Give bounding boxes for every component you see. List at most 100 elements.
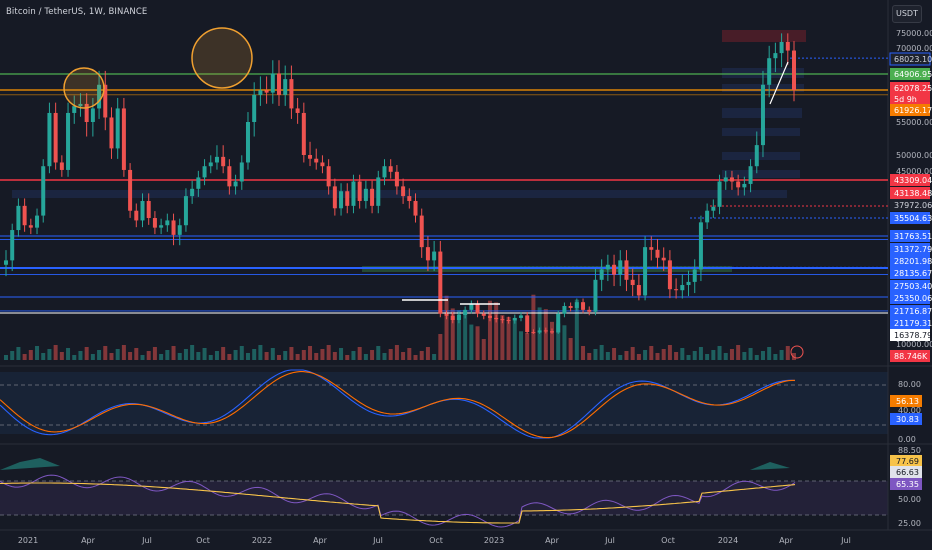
price-tag-label: 28135.67 — [894, 269, 932, 278]
volume-bar — [159, 354, 164, 360]
candle-body — [53, 112, 58, 163]
price-tick-label: 55000.00 — [896, 118, 932, 127]
candle-body — [401, 186, 406, 197]
price-tag-box — [890, 230, 930, 242]
time-tick-label: Oct — [661, 536, 675, 545]
candle-body — [692, 269, 697, 282]
trend-line — [769, 61, 789, 105]
volume-bar — [444, 295, 449, 360]
candle-body — [84, 103, 89, 122]
volume-bar — [270, 348, 275, 360]
candle-body — [481, 313, 486, 316]
volume-bar — [128, 352, 133, 360]
volume-bar — [562, 325, 567, 360]
volume-bar — [90, 354, 95, 360]
price-axis[interactable]: 75000.00 70000.00 55000.00 50000.00 45000.00… — [889, 29, 932, 528]
volume-bar — [4, 355, 8, 360]
volume-bar — [252, 349, 257, 360]
price-tag-label: 21179.31 — [894, 319, 932, 328]
volume-bar — [401, 352, 406, 360]
candle-body — [90, 108, 95, 122]
symbol-title[interactable]: Bitcoin / TetherUS, 1W, BINANCE — [6, 7, 148, 17]
candle-body — [233, 181, 238, 187]
volume-bar — [301, 350, 306, 360]
price-tag-box — [890, 174, 930, 186]
price-tick-label: 70000.00 — [896, 44, 932, 53]
candle-body — [512, 317, 517, 321]
candle-body — [686, 281, 691, 286]
candle-body — [363, 188, 368, 201]
candle-body — [537, 330, 542, 333]
stoch-k-line — [0, 369, 796, 439]
candle-body — [196, 177, 201, 189]
candle-body — [4, 260, 8, 265]
volume-bar — [326, 345, 331, 360]
candle-body — [494, 317, 499, 320]
zone-box — [722, 152, 800, 160]
candle-body — [10, 230, 15, 261]
volume-bar — [587, 353, 592, 360]
volume-bar — [171, 346, 176, 360]
volume-bar — [686, 355, 691, 360]
candle-body — [742, 183, 747, 188]
price-tag-label: 16378.79 — [894, 331, 932, 340]
candlestick-series[interactable] — [4, 33, 796, 334]
volume-bar — [388, 349, 393, 360]
price-tag-label: 64906.95 — [894, 70, 932, 79]
candle-body — [370, 188, 375, 206]
stoch-tag-box — [890, 395, 922, 407]
volume-bar — [233, 350, 238, 360]
candle-body — [562, 306, 567, 314]
volume-bar — [792, 353, 796, 360]
volume-bar — [667, 345, 672, 360]
volume-bar — [456, 310, 461, 360]
candle-body — [661, 257, 666, 261]
candle-body — [320, 162, 325, 167]
volume-bar — [357, 347, 362, 360]
candle-body — [239, 162, 244, 182]
stoch-tag-label: 30.83 — [896, 415, 919, 424]
volume-bar — [711, 350, 716, 360]
volume-bar — [320, 349, 325, 360]
volume-bar — [351, 351, 356, 360]
candle-body — [649, 247, 654, 250]
candle-body — [289, 79, 294, 109]
candle-body — [624, 260, 629, 280]
rsi-overbought-fill — [0, 458, 60, 470]
price-tick-label: 75000.00 — [896, 29, 932, 38]
time-tick-label: Apr — [779, 536, 794, 545]
volume-bar — [630, 347, 635, 360]
candle-body — [419, 215, 424, 248]
candle-body — [121, 108, 126, 170]
candle-body — [283, 79, 288, 95]
stochastic-indicator[interactable] — [0, 369, 888, 439]
price-tag-box — [890, 243, 930, 255]
volume-bar — [779, 350, 784, 360]
volume-bar — [258, 345, 263, 360]
volume-bar — [680, 348, 685, 360]
volume-bar — [314, 353, 319, 360]
candle-body — [556, 313, 561, 333]
candle-body — [413, 200, 418, 216]
candle-body — [456, 314, 461, 320]
time-tick-label: Jul — [141, 536, 152, 545]
volume-bar — [698, 347, 703, 360]
candle-body — [252, 94, 257, 122]
rsi-indicator[interactable] — [0, 458, 888, 528]
volume-bar — [773, 354, 778, 360]
time-axis[interactable]: 2021 Apr Jul Oct 2022 Apr Jul Oct 2023 Apr Jul Oct 2… — [18, 536, 851, 545]
volume-bar — [692, 351, 697, 360]
volume-bar — [742, 352, 747, 360]
candle-body — [66, 112, 71, 170]
candle-body — [450, 315, 455, 320]
volume-bar — [177, 353, 182, 360]
volume-bar — [550, 321, 555, 360]
candle-body — [351, 181, 356, 206]
price-tag-label: 28201.98 — [894, 257, 932, 266]
candle-body — [773, 53, 778, 59]
currency-button[interactable]: USDT — [892, 5, 922, 23]
volume-bar — [432, 354, 437, 360]
candle-body — [146, 200, 151, 219]
volume-bar — [748, 348, 753, 360]
